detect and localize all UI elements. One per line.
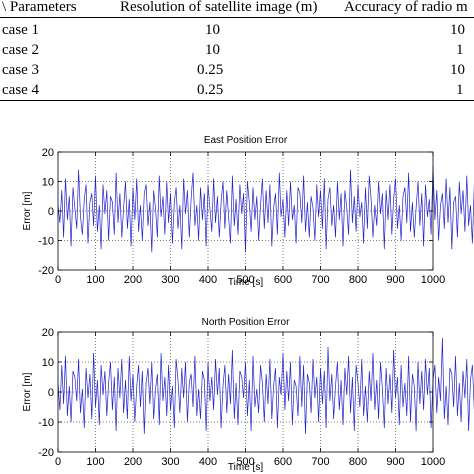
table-cell-case: case 1 xyxy=(2,22,40,38)
y-tick-label: 0 xyxy=(48,387,54,399)
chart-title: East Position Error xyxy=(204,135,288,146)
y-tick-label: -20 xyxy=(38,447,54,459)
x-tick-label: 800 xyxy=(349,274,367,286)
x-tick-label: 500 xyxy=(236,274,254,286)
table-header-parameters: \ Parameters xyxy=(2,0,77,15)
north-error-chart: 0 100 200 300 400 500 600 700 800 900 1000 -20 -10 0 1… xyxy=(22,317,474,473)
y-axis-label: Error [m] xyxy=(22,191,33,230)
x-tick-label: 100 xyxy=(86,274,104,286)
table-cell-accuracy: 10 xyxy=(450,22,465,38)
x-tick-label: 600 xyxy=(274,274,292,286)
x-tick-label: 800 xyxy=(349,456,367,468)
y-tick-label: 10 xyxy=(42,357,54,369)
table-cell-case: case 3 xyxy=(2,62,40,78)
table-cell-case: case 2 xyxy=(2,42,40,58)
table-rule-bottom xyxy=(0,100,474,101)
series-line xyxy=(57,337,474,435)
x-tick-label: 400 xyxy=(199,456,217,468)
table-cell-resolution: 0.25 xyxy=(197,62,224,78)
table-header-accuracy: Accuracy of radio m xyxy=(344,0,468,15)
east-error-plot: 0 100 200 300 400 500 600 700 800 900 1000 -20 -10 0 1… xyxy=(0,128,474,288)
table-cell-case: case 4 xyxy=(2,82,40,98)
table-cell-accuracy: 1 xyxy=(456,82,464,98)
x-axis-label: Time [s] xyxy=(228,462,263,473)
x-tick-label: 900 xyxy=(386,456,404,468)
x-tick-label: 600 xyxy=(274,456,292,468)
x-tick-label: 1000 xyxy=(421,456,445,468)
table-cell-accuracy: 10 xyxy=(450,62,465,78)
y-tick-label: -10 xyxy=(38,236,54,248)
table-cell-resolution: 0.25 xyxy=(197,82,224,98)
x-tick-label: 900 xyxy=(386,274,404,286)
x-tick-label: 100 xyxy=(86,456,104,468)
y-axis-label: Error [m] xyxy=(22,372,33,411)
y-tick-label: 0 xyxy=(48,206,54,218)
x-tick-label: 300 xyxy=(161,456,179,468)
table-cell-accuracy: 1 xyxy=(456,42,464,58)
x-tick-label: 700 xyxy=(311,274,329,286)
y-tick-label: 20 xyxy=(42,147,54,159)
parameters-table: \ Parameters Resolution of satellite ima… xyxy=(0,0,474,112)
east-error-chart: 0 100 200 300 400 500 600 700 800 900 1000 -20 -10 0 1… xyxy=(22,135,474,288)
y-tick-label: -10 xyxy=(38,417,54,429)
series-line xyxy=(57,166,474,253)
y-tick-label: -20 xyxy=(38,265,54,277)
x-tick-label: 700 xyxy=(311,456,329,468)
north-error-plot: 0 100 200 300 400 500 600 700 800 900 1000 -20 -10 0 1… xyxy=(0,310,474,474)
table-rule-top xyxy=(0,17,474,18)
x-tick-label: 1000 xyxy=(421,274,445,286)
x-tick-label: 0 xyxy=(55,456,61,468)
x-tick-label: 200 xyxy=(124,456,142,468)
y-tick-label: 20 xyxy=(42,327,54,339)
chart-title: North Position Error xyxy=(202,317,290,328)
table-header-resolution: Resolution of satellite image (m) xyxy=(120,0,318,15)
table-cell-resolution: 10 xyxy=(205,22,220,38)
table-cell-resolution: 10 xyxy=(205,42,220,58)
x-tick-label: 200 xyxy=(124,274,142,286)
x-tick-label: 0 xyxy=(55,274,61,286)
x-tick-label: 300 xyxy=(161,274,179,286)
x-axis-label: Time [s] xyxy=(228,277,263,288)
x-tick-label: 400 xyxy=(199,274,217,286)
y-tick-label: 10 xyxy=(42,177,54,189)
x-tick-label: 500 xyxy=(236,456,254,468)
